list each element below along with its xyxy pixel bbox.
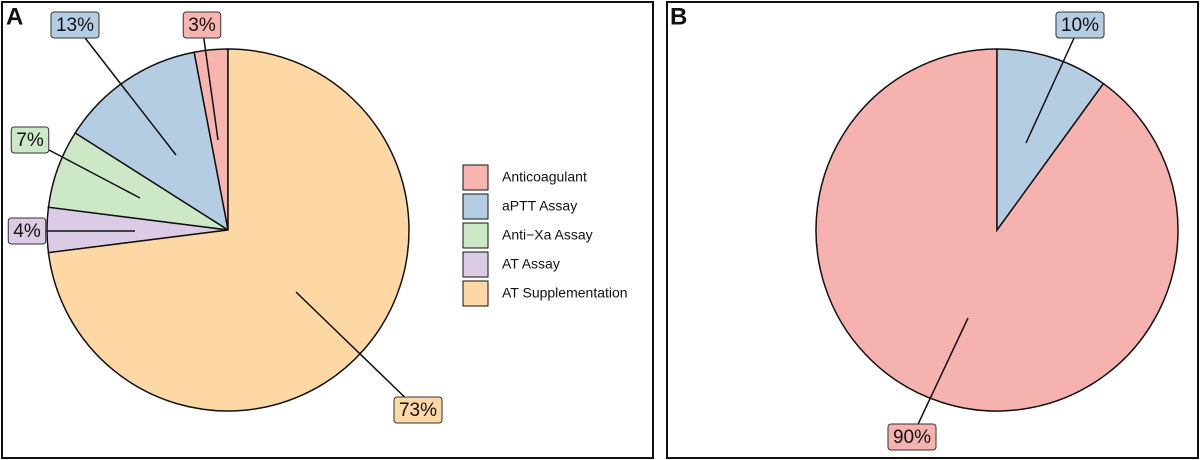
value-label-text: 13% (56, 15, 94, 36)
label-box (393, 396, 443, 424)
legend-text: Anticoagulant (502, 169, 587, 185)
value-label: 3% (182, 11, 222, 39)
label-box (182, 11, 222, 39)
legend-text: Anti−Xa Assay (502, 227, 593, 243)
value-label: 90% (887, 423, 937, 451)
value-label-text: 10% (1061, 15, 1099, 36)
legend-text: AT Assay (502, 256, 560, 272)
panel-frame (1, 1, 654, 459)
leader-line (1025, 24, 1081, 144)
legend-text: AT Supplementation (502, 285, 628, 301)
leader-line (911, 317, 969, 438)
panel-letter: A (6, 3, 23, 30)
label-box (50, 11, 100, 39)
label-box (1055, 11, 1105, 39)
value-label: 7% (10, 126, 50, 154)
legend-swatch (462, 251, 489, 278)
label-box (887, 423, 937, 451)
legend-swatch (462, 164, 489, 191)
pie-slice (996, 48, 1105, 233)
value-label-text: 3% (188, 15, 216, 36)
value-label: 4% (7, 217, 47, 245)
value-label-text: 90% (893, 427, 931, 448)
pie-slice (47, 48, 410, 412)
pie-slice (74, 51, 230, 232)
legend-swatch (462, 280, 489, 307)
value-label: 13% (50, 11, 100, 39)
value-label-text: 7% (16, 130, 44, 151)
label-box (7, 217, 47, 245)
leader-line (295, 291, 419, 411)
panel-letter: B (670, 3, 687, 30)
label-box (10, 126, 50, 154)
value-label-text: 4% (13, 221, 41, 242)
value-label: 73% (393, 396, 443, 424)
legend-swatch (462, 193, 489, 220)
leader-line (74, 24, 177, 156)
panel-frame (666, 1, 1199, 459)
legend-text: aPTT Assay (502, 198, 577, 214)
leader-line (201, 24, 219, 141)
value-label-text: 73% (399, 400, 437, 421)
value-label: 10% (1055, 11, 1105, 39)
legend-swatch (462, 222, 489, 249)
